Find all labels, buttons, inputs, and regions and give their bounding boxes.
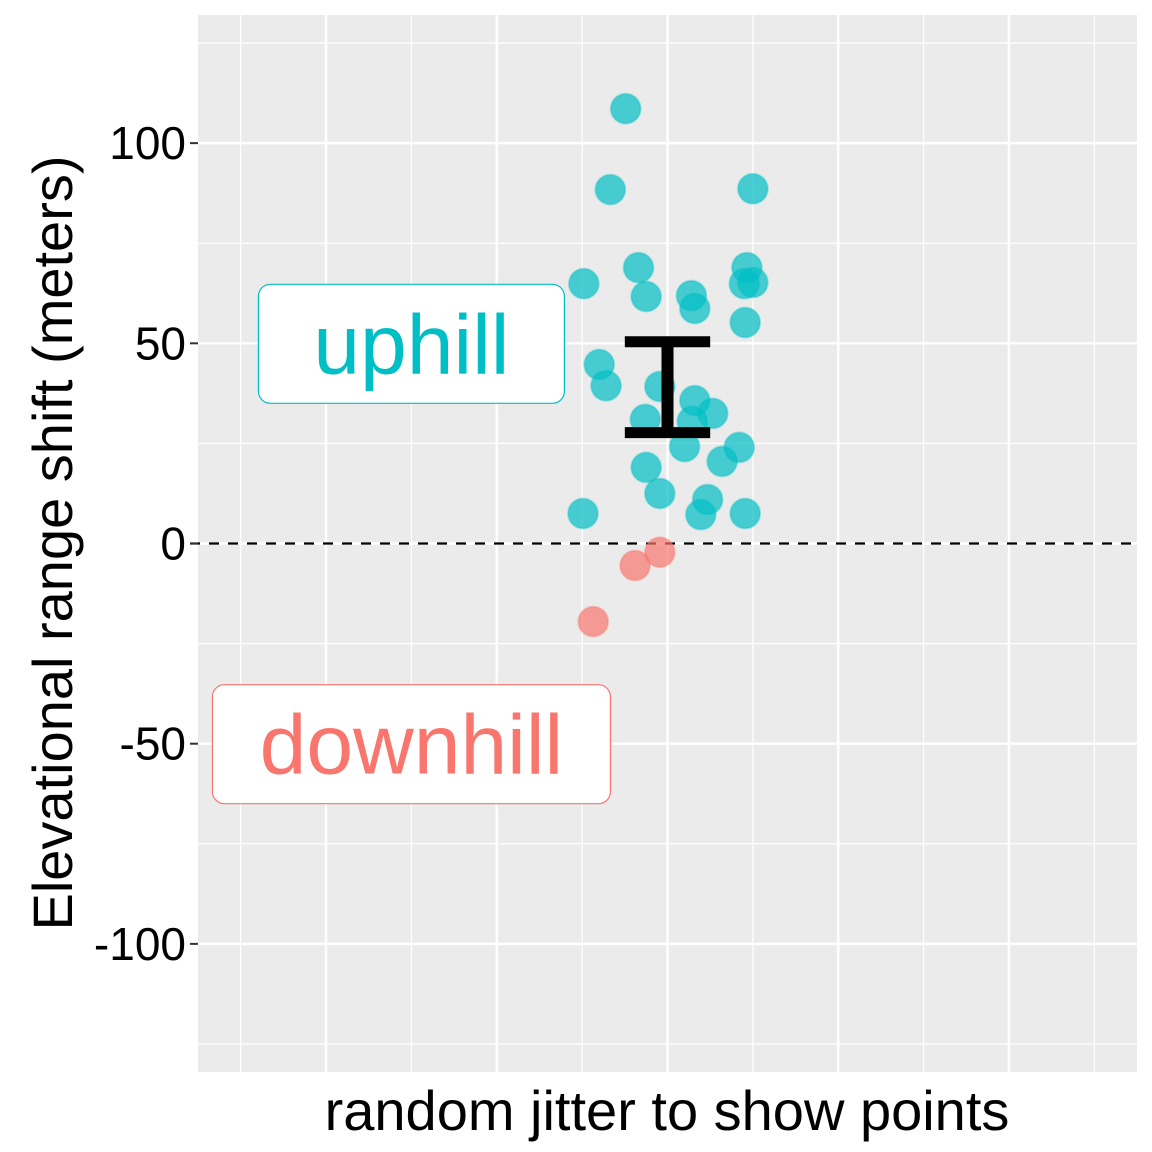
- uphill-point: [736, 172, 769, 205]
- uphill-point: [566, 497, 599, 530]
- uphill-point: [643, 477, 676, 510]
- uphill-point: [736, 266, 769, 299]
- uphill-point: [630, 280, 663, 313]
- y-tick-label: 0: [160, 518, 186, 570]
- uphill-point: [678, 292, 711, 325]
- uphill-point: [590, 369, 623, 402]
- x-axis-title: random jitter to show points: [325, 1079, 1010, 1142]
- downhill-label: downhill: [260, 698, 564, 792]
- uphill-point: [706, 445, 739, 478]
- uphill-point: [567, 267, 600, 300]
- downhill-label-box: [211, 684, 612, 805]
- downhill-point: [643, 536, 676, 569]
- uphill-point: [684, 498, 717, 531]
- uphill-point: [630, 451, 663, 484]
- y-tick-label: 100: [109, 117, 186, 169]
- downhill-point: [619, 549, 652, 582]
- y-tick-label: -100: [94, 918, 186, 970]
- downhill-point: [577, 605, 610, 638]
- uphill-point: [729, 497, 762, 530]
- uphill-point: [594, 173, 627, 206]
- uphill-point: [622, 251, 655, 284]
- uphill-point: [729, 306, 762, 339]
- uphill-label: uphill: [313, 297, 509, 391]
- uphill-point: [609, 92, 642, 125]
- y-tick-label: 50: [135, 317, 186, 369]
- uphill-label-box: [257, 283, 566, 404]
- y-axis-title: Elevational range shift (meters): [21, 155, 84, 930]
- y-tick-label: -50: [120, 718, 186, 770]
